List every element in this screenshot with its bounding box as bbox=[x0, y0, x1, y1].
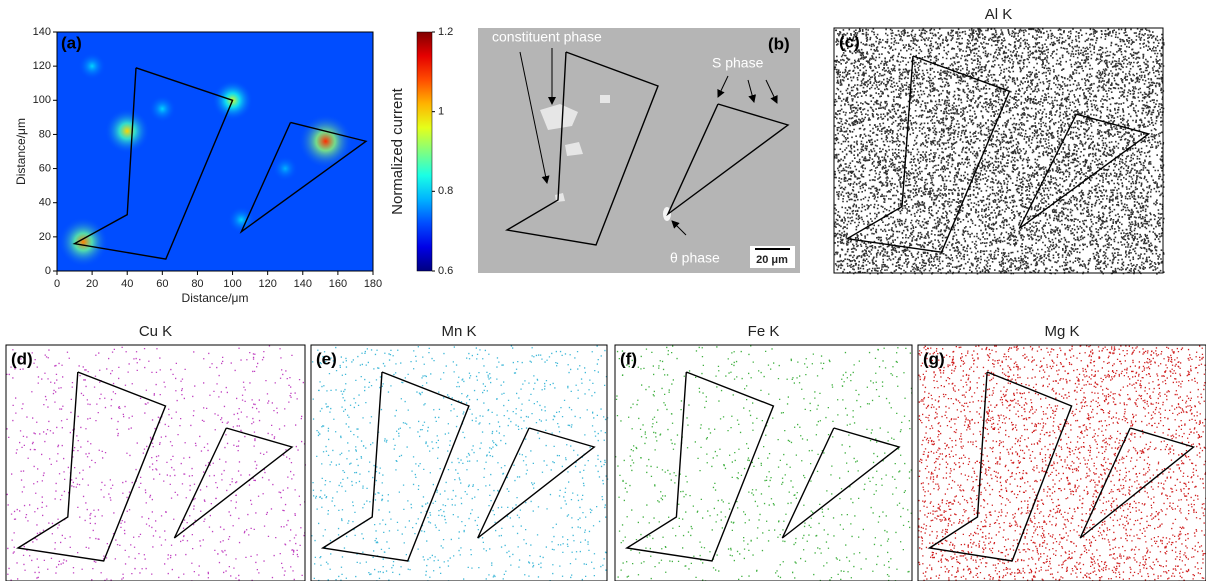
map-background bbox=[918, 345, 1206, 581]
hotspot bbox=[104, 108, 150, 154]
panel-label: (d) bbox=[11, 349, 33, 368]
x-tick-label: 20 bbox=[86, 278, 98, 290]
region-outline bbox=[1079, 427, 1195, 539]
x-tick-label: 140 bbox=[294, 278, 312, 290]
region-outline bbox=[477, 427, 596, 539]
y-tick-label: 140 bbox=[33, 26, 51, 38]
y-tick-label: 120 bbox=[33, 60, 51, 72]
panel-label: (e) bbox=[316, 349, 337, 368]
x-tick-label: 40 bbox=[121, 278, 133, 290]
y-tick-label: 40 bbox=[39, 197, 51, 209]
region-outline bbox=[845, 55, 1011, 253]
y-axis-title: Distance/μm bbox=[14, 118, 28, 185]
map-title: Mn K bbox=[441, 323, 476, 340]
panel-label: (a) bbox=[61, 33, 82, 52]
map-background bbox=[6, 345, 305, 581]
x-tick-label: 180 bbox=[364, 278, 382, 290]
y-tick-label: 80 bbox=[39, 128, 51, 140]
scale-label: 20 μm bbox=[756, 254, 788, 266]
region-outline bbox=[16, 371, 167, 562]
map-dots bbox=[834, 28, 1165, 275]
map-title: Mg K bbox=[1044, 323, 1079, 340]
panel-label: (b) bbox=[768, 34, 790, 53]
hotspot bbox=[58, 217, 109, 267]
map-title: Fe K bbox=[748, 323, 780, 340]
arrow bbox=[765, 79, 778, 104]
annotation: S phase bbox=[712, 55, 764, 71]
region-outline bbox=[239, 121, 368, 234]
plot-frame bbox=[56, 31, 374, 272]
map-dots bbox=[918, 345, 1206, 581]
arrow bbox=[519, 51, 550, 184]
map-frame bbox=[833, 27, 1164, 274]
map-frame bbox=[310, 344, 608, 581]
dots bbox=[918, 345, 1206, 581]
arrow bbox=[747, 79, 757, 103]
region-outline bbox=[624, 371, 775, 562]
region-outline bbox=[72, 67, 234, 260]
region-outline bbox=[781, 427, 901, 539]
sem-image bbox=[478, 28, 800, 273]
y-tick-label: 0 bbox=[45, 265, 51, 277]
region-outline bbox=[173, 427, 294, 539]
y-tick-label: 100 bbox=[33, 94, 51, 106]
colorbar-tick-label: 0.6 bbox=[438, 265, 453, 277]
region-outline bbox=[927, 371, 1073, 562]
x-tick-label: 160 bbox=[329, 278, 347, 290]
x-tick-label: 80 bbox=[191, 278, 203, 290]
region-outline bbox=[504, 51, 659, 246]
y-tick-label: 60 bbox=[39, 162, 51, 174]
colorbar bbox=[416, 31, 433, 272]
hotspot bbox=[78, 52, 106, 80]
map-title: Al K bbox=[985, 6, 1013, 23]
x-tick-label: 0 bbox=[54, 278, 60, 290]
map-frame bbox=[614, 344, 913, 581]
map-title: Cu K bbox=[139, 323, 172, 340]
scale-box bbox=[750, 246, 795, 268]
map-dots bbox=[311, 345, 609, 581]
hotspot bbox=[272, 155, 298, 182]
colorbar-title: Normalized current bbox=[389, 87, 406, 215]
eds-maps: Al K (c) Cu K (d) Mn K (e) Fe K (f) Mg K (g) bbox=[5, 6, 1206, 581]
hotspot bbox=[148, 95, 176, 123]
x-tick-label: 120 bbox=[258, 278, 276, 290]
x-tick-label: 60 bbox=[156, 278, 168, 290]
x-tick-label: 100 bbox=[223, 278, 241, 290]
y-tick-label: 20 bbox=[39, 231, 51, 243]
arrow bbox=[671, 220, 687, 236]
colorbar-tick-label: 1.2 bbox=[438, 26, 453, 38]
arrow bbox=[717, 75, 729, 98]
hotspot bbox=[298, 114, 353, 169]
panel-label: (g) bbox=[923, 349, 945, 368]
map-frame bbox=[917, 344, 1206, 581]
annotation: θ phase bbox=[670, 250, 720, 266]
dots bbox=[834, 28, 1165, 275]
colorbar-tick-label: 0.8 bbox=[438, 185, 453, 197]
annotation: constituent phase bbox=[492, 29, 602, 45]
region-outline bbox=[1018, 113, 1151, 229]
colorbar-tick-label: 1 bbox=[438, 106, 444, 118]
heatmap-panel: (a) 0 20 40 60 80 100 120 140 160 180 0 20 40 60 80 100 1… bbox=[14, 26, 453, 305]
phase-particles bbox=[540, 95, 610, 202]
x-axis-title: Distance/μm bbox=[182, 291, 249, 305]
map-background bbox=[615, 345, 912, 581]
sem-panel: (b) constituent phase S phase θ phase 20… bbox=[478, 28, 800, 273]
region-outline bbox=[320, 371, 470, 562]
map-frame bbox=[5, 344, 306, 581]
panel-label: (c) bbox=[839, 32, 860, 51]
region-outline bbox=[666, 103, 790, 217]
dots bbox=[311, 345, 609, 581]
panel-label: (f) bbox=[620, 349, 637, 368]
